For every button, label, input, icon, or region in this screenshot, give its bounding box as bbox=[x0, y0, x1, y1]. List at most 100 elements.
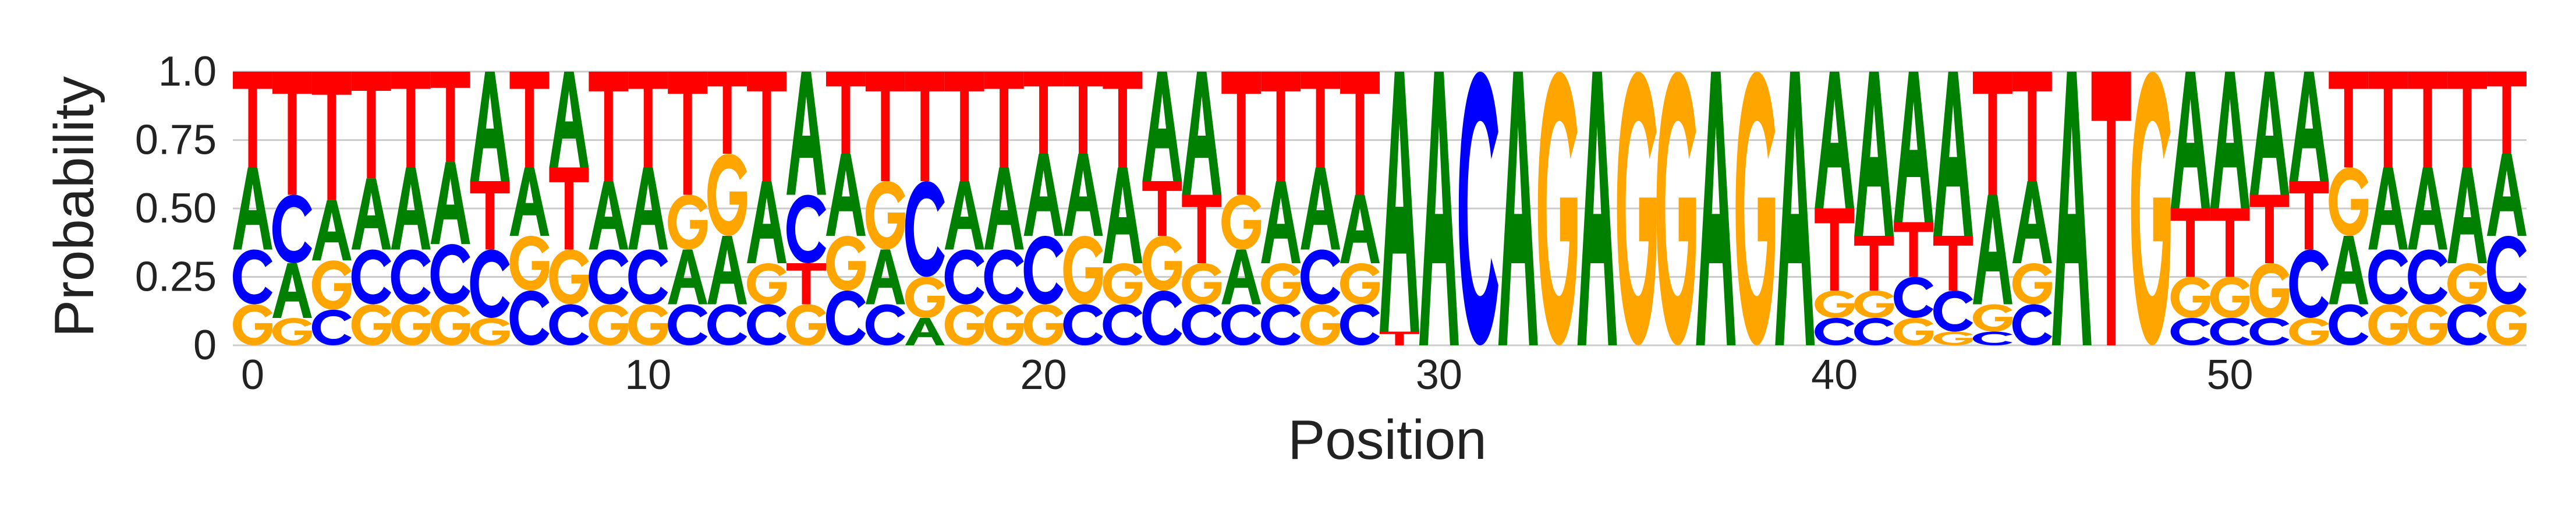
letter-A-pos-8 bbox=[549, 72, 589, 168]
letter-G-pos-27 bbox=[1301, 304, 1341, 345]
letter-A-pos-17 bbox=[905, 318, 945, 345]
letter-T-pos-26 bbox=[1261, 72, 1301, 181]
letter-C-pos-20 bbox=[1023, 236, 1064, 305]
letter-G-pos-52 bbox=[2289, 318, 2329, 345]
letter-T-pos-51 bbox=[2249, 194, 2290, 263]
letter-A-pos-13 bbox=[747, 181, 787, 263]
letter-C-pos-10 bbox=[628, 249, 668, 305]
letter-C-pos-40 bbox=[1815, 318, 1855, 345]
letter-G-pos-7 bbox=[509, 236, 550, 291]
letter-G-pos-21 bbox=[1063, 236, 1103, 305]
letter-G-pos-54 bbox=[2368, 304, 2408, 345]
letter-T-pos-14 bbox=[786, 263, 826, 305]
letter-A-pos-39 bbox=[1775, 72, 1815, 345]
letter-G-pos-13 bbox=[747, 263, 787, 305]
letter-C-pos-11 bbox=[668, 304, 708, 345]
letter-T-pos-24 bbox=[1182, 194, 1222, 263]
letter-C-pos-53 bbox=[2329, 304, 2369, 345]
letter-C-pos-28 bbox=[1340, 304, 1380, 345]
letter-A-pos-45 bbox=[2012, 181, 2052, 263]
letter-G-pos-1 bbox=[272, 318, 312, 345]
letter-G-pos-38 bbox=[1735, 72, 1776, 345]
letter-G-pos-45 bbox=[2012, 263, 2052, 305]
letter-T-pos-50 bbox=[2210, 208, 2250, 277]
letter-A-pos-19 bbox=[984, 167, 1024, 250]
letter-T-pos-5 bbox=[430, 72, 470, 162]
letter-A-pos-43 bbox=[1933, 72, 1973, 236]
letter-G-pos-44 bbox=[1972, 304, 2012, 332]
letter-C-pos-9 bbox=[589, 249, 629, 305]
letter-C-pos-41 bbox=[1854, 318, 1894, 345]
letter-A-pos-46 bbox=[2051, 72, 2092, 345]
letter-A-pos-24 bbox=[1182, 72, 1222, 195]
letter-T-pos-54 bbox=[2368, 72, 2408, 168]
letter-T-pos-0 bbox=[233, 72, 272, 168]
x-tick-label: 50 bbox=[2206, 352, 2253, 398]
letter-C-pos-6 bbox=[470, 249, 510, 318]
letter-T-pos-45 bbox=[2012, 72, 2052, 181]
letter-T-pos-44 bbox=[1972, 72, 2012, 195]
letter-C-pos-45 bbox=[2012, 304, 2052, 345]
letter-C-pos-44 bbox=[1972, 331, 2012, 345]
letter-A-pos-2 bbox=[311, 200, 352, 261]
letter-A-pos-4 bbox=[391, 167, 431, 250]
letter-C-pos-16 bbox=[865, 304, 905, 345]
letter-C-pos-49 bbox=[2170, 318, 2210, 345]
letter-C-pos-17 bbox=[905, 181, 945, 277]
letter-T-pos-11 bbox=[668, 72, 708, 195]
letter-A-pos-10 bbox=[628, 167, 668, 250]
letter-A-pos-52 bbox=[2289, 72, 2329, 181]
letter-G-pos-49 bbox=[2170, 277, 2210, 318]
letter-C-pos-42 bbox=[1894, 277, 1934, 318]
y-tick-labels: 0 0.25 0.50 0.75 1.0 bbox=[135, 48, 217, 369]
x-axis-label: Position bbox=[1288, 409, 1487, 471]
letter-T-pos-12 bbox=[707, 72, 747, 154]
letter-T-pos-29 bbox=[1380, 331, 1419, 345]
letter-T-pos-40 bbox=[1815, 208, 1855, 291]
letter-A-pos-9 bbox=[589, 181, 629, 250]
letter-C-pos-55 bbox=[2408, 249, 2448, 305]
y-tick-label: 1.0 bbox=[158, 48, 217, 95]
letter-G-pos-20 bbox=[1023, 304, 1064, 345]
letter-G-pos-12 bbox=[707, 154, 747, 236]
letter-G-pos-16 bbox=[865, 181, 905, 250]
letter-A-pos-50 bbox=[2210, 72, 2250, 208]
letter-T-pos-19 bbox=[984, 72, 1024, 168]
letter-A-pos-14 bbox=[786, 72, 826, 195]
letter-C-pos-5 bbox=[430, 244, 470, 305]
letter-A-pos-30 bbox=[1419, 72, 1459, 345]
letter-G-pos-51 bbox=[2249, 263, 2290, 318]
letter-T-pos-21 bbox=[1063, 72, 1103, 154]
letter-G-pos-19 bbox=[984, 304, 1024, 345]
logo-letters bbox=[233, 72, 2527, 345]
letter-A-pos-32 bbox=[1498, 72, 1538, 345]
x-tick-label: 0 bbox=[241, 352, 264, 398]
letter-C-pos-18 bbox=[944, 249, 984, 305]
letter-T-pos-47 bbox=[2091, 72, 2131, 345]
letter-A-pos-57 bbox=[2487, 154, 2527, 236]
letter-T-pos-57 bbox=[2487, 72, 2527, 154]
letter-A-pos-56 bbox=[2447, 167, 2488, 263]
letter-C-pos-57 bbox=[2487, 236, 2527, 305]
letter-C-pos-1 bbox=[272, 194, 312, 263]
letter-A-pos-23 bbox=[1142, 72, 1182, 181]
letter-G-pos-25 bbox=[1221, 194, 1262, 250]
letter-G-pos-6 bbox=[470, 318, 510, 345]
x-tick-label: 20 bbox=[1021, 352, 1067, 398]
letter-G-pos-17 bbox=[905, 277, 945, 318]
letter-G-pos-22 bbox=[1103, 263, 1143, 305]
y-tick-label: 0.25 bbox=[135, 254, 217, 300]
letter-T-pos-25 bbox=[1221, 72, 1262, 195]
letter-A-pos-15 bbox=[825, 154, 866, 236]
letter-G-pos-3 bbox=[351, 304, 391, 345]
letter-A-pos-16 bbox=[865, 249, 905, 305]
letter-G-pos-35 bbox=[1617, 72, 1657, 345]
letter-A-pos-53 bbox=[2329, 236, 2369, 305]
letter-G-pos-18 bbox=[944, 304, 984, 345]
letter-G-pos-15 bbox=[825, 236, 866, 291]
letter-T-pos-55 bbox=[2408, 72, 2448, 168]
letter-C-pos-52 bbox=[2289, 249, 2329, 318]
letter-G-pos-57 bbox=[2487, 304, 2527, 345]
x-tick-label: 10 bbox=[625, 352, 671, 398]
